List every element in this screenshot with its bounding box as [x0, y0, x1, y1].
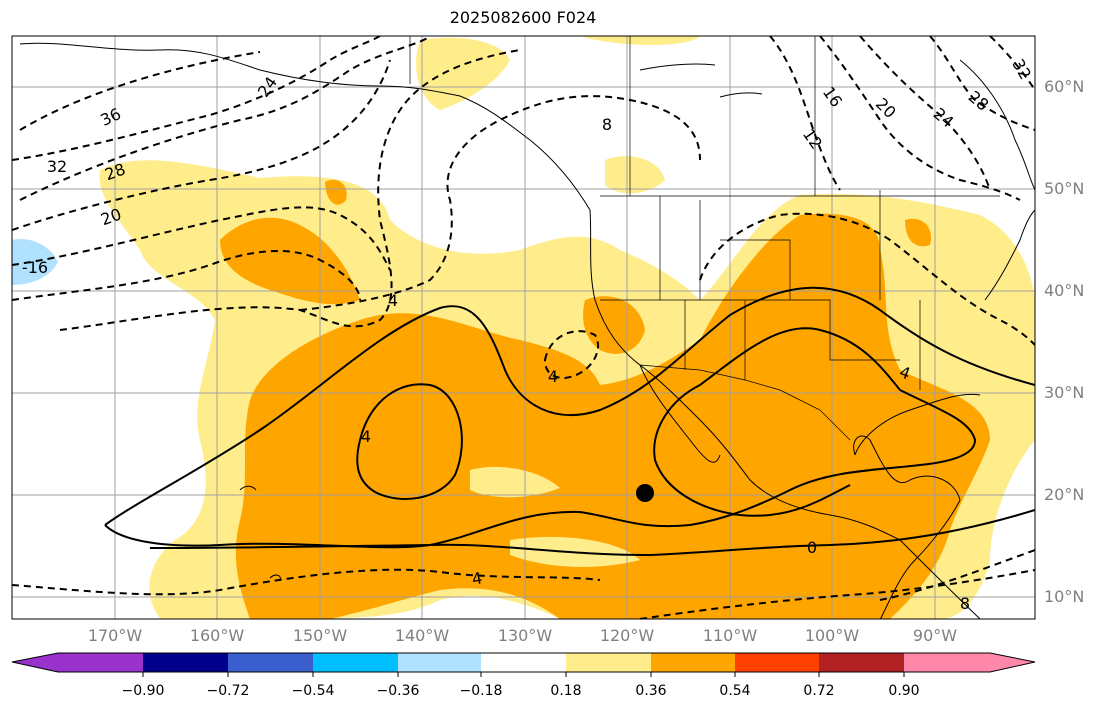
colorbar-segment	[566, 653, 651, 672]
lat-label: 30°N	[1044, 383, 1085, 402]
colorbar-segment	[481, 653, 566, 672]
lon-label: 170°W	[87, 626, 143, 645]
lon-label: 90°W	[912, 626, 958, 645]
colorbar-segment	[398, 653, 481, 672]
colorbar-tick-label: −0.72	[206, 683, 250, 699]
contour-label: 4	[361, 427, 371, 446]
lat-label: 50°N	[1044, 179, 1085, 198]
colorbar-tick-label: −0.90	[121, 683, 165, 699]
contours-solid	[104, 286, 1035, 557]
anomaly-fill-negative	[12, 239, 58, 285]
anomaly-fill-mid-spot	[325, 179, 347, 205]
coastlines	[19, 42, 1035, 619]
anomaly-fill-mid-pacific	[220, 217, 360, 305]
lon-label: 100°W	[804, 626, 860, 645]
colorbar-tick-label: −0.18	[459, 683, 503, 699]
contour-label: 4	[470, 568, 483, 588]
colorbar-segment	[313, 653, 398, 672]
colorbar-tick-label: −0.36	[376, 683, 420, 699]
graticule	[12, 36, 1035, 619]
colorbar	[11, 652, 1036, 677]
colorbar-segment	[143, 653, 228, 672]
lat-label: 20°N	[1044, 485, 1085, 504]
colorbar-segment	[12, 653, 143, 672]
contour-label: 32	[47, 157, 67, 176]
colorbar-segment	[651, 653, 735, 672]
anomaly-gap	[470, 466, 560, 498]
map-title: 2025082600 F024	[449, 8, 597, 27]
colorbar-segment	[819, 653, 904, 672]
colorbar-tick-label: 0.18	[550, 683, 582, 699]
lon-label: 140°W	[394, 626, 450, 645]
lat-label: 10°N	[1044, 587, 1085, 606]
colorbar-tick-label: −0.54	[291, 683, 335, 699]
contour-label: 4	[388, 291, 398, 310]
anomaly-fill-low-canada	[605, 156, 665, 194]
lon-label: 130°W	[497, 626, 553, 645]
lon-label: 110°W	[702, 626, 758, 645]
colorbar-tick-label: 0.90	[888, 683, 920, 699]
contour-label: 8	[602, 115, 612, 134]
lon-label: 160°W	[189, 626, 245, 645]
contour-label: 4	[548, 367, 558, 386]
contours-dashed	[12, 36, 1035, 619]
map-frame	[11, 35, 1036, 620]
contour-label: -16	[22, 258, 48, 277]
colorbar-outline	[11, 652, 1036, 673]
colorbar-segment	[735, 653, 819, 672]
lat-label: 60°N	[1044, 77, 1085, 96]
location-marker	[636, 484, 654, 502]
contour-label: 0	[807, 538, 817, 557]
anomaly-fill-low-top	[580, 36, 700, 45]
map-area: 36 24 32 28 20 -16 8 16 12 20 24 28 32 4…	[12, 36, 1035, 619]
lat-label: 40°N	[1044, 281, 1085, 300]
colorbar-segment	[904, 653, 1035, 672]
borders	[409, 36, 1000, 441]
colorbar-segment	[228, 653, 313, 672]
lon-label: 120°W	[599, 626, 655, 645]
contour-label: 8	[960, 594, 970, 613]
anomaly-fill-mid-ne	[905, 218, 931, 247]
lon-label: 150°W	[292, 626, 348, 645]
colorbar-tick-label: 0.72	[803, 683, 835, 699]
colorbar-tick-label: 0.54	[719, 683, 751, 699]
colorbar-tick-label: 0.36	[635, 683, 667, 699]
